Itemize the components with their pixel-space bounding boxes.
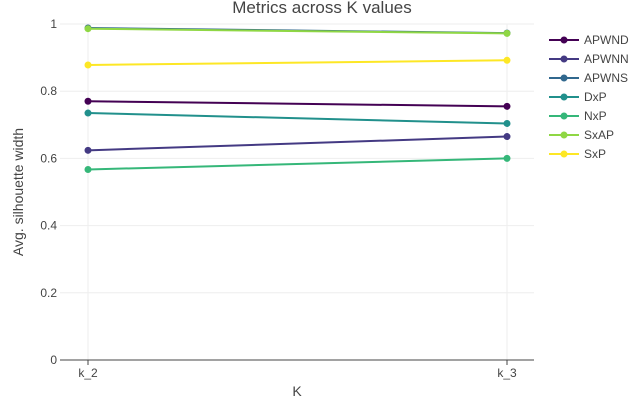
- legend-label: APWND: [584, 33, 629, 47]
- data-point-apwnn: [84, 146, 92, 154]
- series-line-apwnd: [87, 100, 508, 108]
- legend-label: SxAP: [584, 128, 614, 142]
- y-tick-label: 0.2: [40, 286, 57, 300]
- legend-label: NxP: [584, 109, 607, 123]
- series-line-nxp: [87, 157, 508, 171]
- y-tick-label: 0.8: [40, 84, 57, 98]
- legend-swatch-marker: [560, 131, 568, 139]
- grid-lines: [60, 23, 534, 360]
- data-point-apwnn: [503, 133, 511, 141]
- legend-swatch-marker: [560, 36, 568, 44]
- legend-item-sxap[interactable]: SxAP: [549, 128, 614, 142]
- legend-item-nxp[interactable]: NxP: [549, 109, 607, 123]
- y-tick-label: 0: [50, 353, 57, 367]
- series-line-sxp: [87, 59, 508, 66]
- series-group: [84, 24, 511, 173]
- data-point-sxp: [84, 61, 92, 69]
- chart-title: Metrics across K values: [232, 0, 412, 17]
- legend[interactable]: APWND APWNN APWNS DxP NxP SxAP SxP: [549, 33, 629, 161]
- legend-swatch-marker: [560, 74, 568, 82]
- series-line-apwnn: [87, 135, 508, 152]
- y-tick-label: 1: [50, 17, 57, 31]
- data-point-apwnd: [84, 97, 92, 105]
- legend-item-apwns[interactable]: APWNS: [549, 71, 628, 85]
- data-point-sxap: [84, 25, 92, 33]
- legend-label: DxP: [584, 90, 607, 104]
- legend-item-dxp[interactable]: DxP: [549, 90, 607, 104]
- x-axis-title: K: [292, 383, 302, 399]
- legend-swatch-marker: [560, 150, 568, 158]
- x-tick-label: k_3: [497, 366, 517, 380]
- legend-item-sxp[interactable]: SxP: [549, 147, 606, 161]
- data-point-nxp: [503, 154, 511, 162]
- legend-item-apwnd[interactable]: APWND: [549, 33, 629, 47]
- data-point-apwnd: [503, 102, 511, 110]
- legend-label: APWNN: [584, 52, 629, 66]
- y-axis-title: Avg. silhouette width: [10, 128, 26, 256]
- legend-swatch-marker: [560, 93, 568, 101]
- data-point-nxp: [84, 165, 92, 173]
- series-line-dxp: [87, 112, 508, 125]
- legend-label: APWNS: [584, 71, 628, 85]
- y-tick-label: 0.6: [40, 151, 57, 165]
- legend-label: SxP: [584, 147, 606, 161]
- legend-swatch-marker: [560, 112, 568, 120]
- legend-item-apwnn[interactable]: APWNN: [549, 52, 629, 66]
- x-tick-label: k_2: [78, 366, 98, 380]
- y-tick-label: 0.4: [40, 219, 57, 233]
- data-point-sxap: [503, 29, 511, 37]
- data-point-dxp: [84, 109, 92, 117]
- legend-swatch-marker: [560, 55, 568, 63]
- data-point-sxp: [503, 56, 511, 64]
- axes: 0 0.2 0.4 0.6 0.8 1 k_2 k_3: [40, 17, 534, 380]
- series-line-sxap: [87, 27, 508, 35]
- data-point-dxp: [503, 119, 511, 127]
